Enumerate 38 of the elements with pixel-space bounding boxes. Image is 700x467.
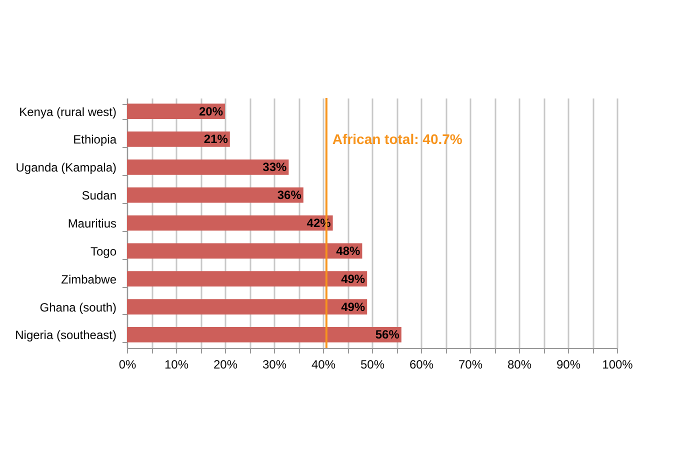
x-tick-label: 40% xyxy=(311,358,336,372)
bar xyxy=(127,243,362,259)
bar xyxy=(127,132,230,147)
y-tick-label: Mauritius xyxy=(68,216,116,230)
y-tick-label: Zimbabwe xyxy=(61,272,117,286)
y-tick-label: Nigeria (southeast) xyxy=(15,328,116,342)
x-tick-label: 60% xyxy=(409,358,434,372)
data-label: 33% xyxy=(262,160,288,174)
bar xyxy=(127,299,368,314)
bar xyxy=(127,271,368,287)
x-tick-label: 80% xyxy=(507,358,532,372)
x-tick-label: 50% xyxy=(360,358,385,372)
data-label: 49% xyxy=(341,272,366,286)
data-label: 20% xyxy=(198,104,224,118)
x-tick-label: 0% xyxy=(118,358,136,372)
bar xyxy=(127,159,289,175)
data-label: 36% xyxy=(277,188,302,202)
y-tick-label: Kenya (rural west) xyxy=(19,104,116,119)
x-tick-label: 100% xyxy=(602,358,634,372)
x-tick-label: 20% xyxy=(213,358,238,372)
y-tick-label: Ethiopia xyxy=(73,132,117,147)
x-tick-label: 70% xyxy=(458,358,483,372)
bar xyxy=(127,187,304,203)
data-label: 56% xyxy=(375,328,400,342)
y-tick-label: Togo xyxy=(90,244,117,258)
ref-line-label: African total: 40.7% xyxy=(332,131,463,147)
y-tick-label: Ghana (south) xyxy=(40,300,116,314)
data-label: 48% xyxy=(336,244,361,258)
x-tick-label: 30% xyxy=(262,358,287,372)
x-tick-label: 90% xyxy=(556,358,581,372)
y-tick-label: Uganda (Kampala) xyxy=(16,160,116,175)
bar xyxy=(127,104,225,119)
bar xyxy=(127,327,402,342)
bar xyxy=(127,215,333,231)
data-label: 21% xyxy=(204,132,228,146)
x-tick-label: 10% xyxy=(164,358,189,372)
y-tick-label: Sudan xyxy=(82,188,116,203)
data-label: 49% xyxy=(341,300,366,314)
